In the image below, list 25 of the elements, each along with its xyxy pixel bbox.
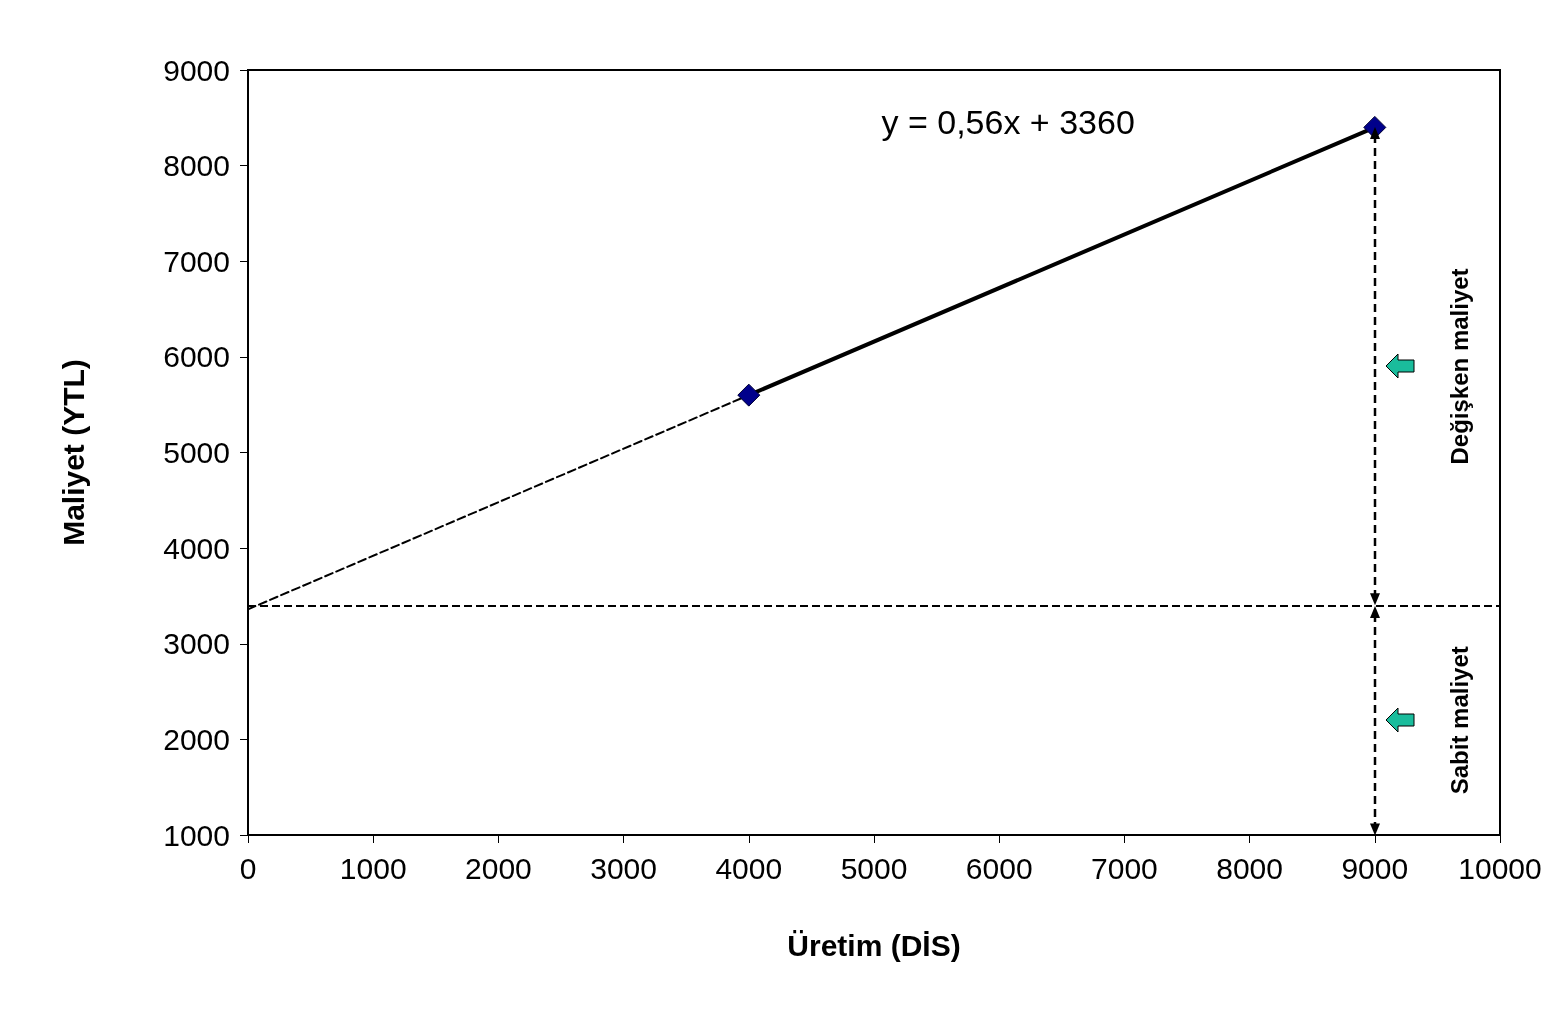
- annotation: Değişken maliyet: [1446, 268, 1474, 465]
- annotation: Sabit maliyet: [1446, 646, 1474, 795]
- y-tick-label: 3000: [163, 627, 230, 661]
- y-tick-label: 4000: [163, 531, 230, 565]
- x-tick-label: 5000: [840, 851, 908, 885]
- x-tick-label: 10000: [1458, 851, 1542, 885]
- y-tick-label: 6000: [163, 340, 230, 374]
- y-tick-label: 2000: [163, 722, 230, 756]
- x-tick-label: 0: [239, 851, 257, 885]
- annotation: y = 0,56x + 3360: [881, 103, 1135, 142]
- y-tick-label: 7000: [163, 244, 230, 278]
- x-tick-label: 3000: [590, 851, 657, 885]
- y-tick-label: 1000: [163, 818, 230, 852]
- y-tick-label: 5000: [163, 436, 230, 469]
- x-tick-label: 6000: [965, 851, 1033, 885]
- x-tick-label: 8000: [1216, 851, 1283, 885]
- x-tick-label: 1000: [339, 851, 407, 885]
- x-axis-title: Üretim (DİS): [787, 928, 961, 962]
- x-tick-label: 7000: [1091, 851, 1158, 885]
- y-axis-title: Maliyet (YTL): [56, 359, 90, 546]
- y-tick-label: 8000: [163, 149, 230, 183]
- y-tick-label: 9000: [163, 53, 230, 87]
- x-tick-label: 2000: [465, 851, 532, 885]
- x-tick-label: 4000: [715, 851, 783, 885]
- x-tick-label: 9000: [1341, 851, 1409, 885]
